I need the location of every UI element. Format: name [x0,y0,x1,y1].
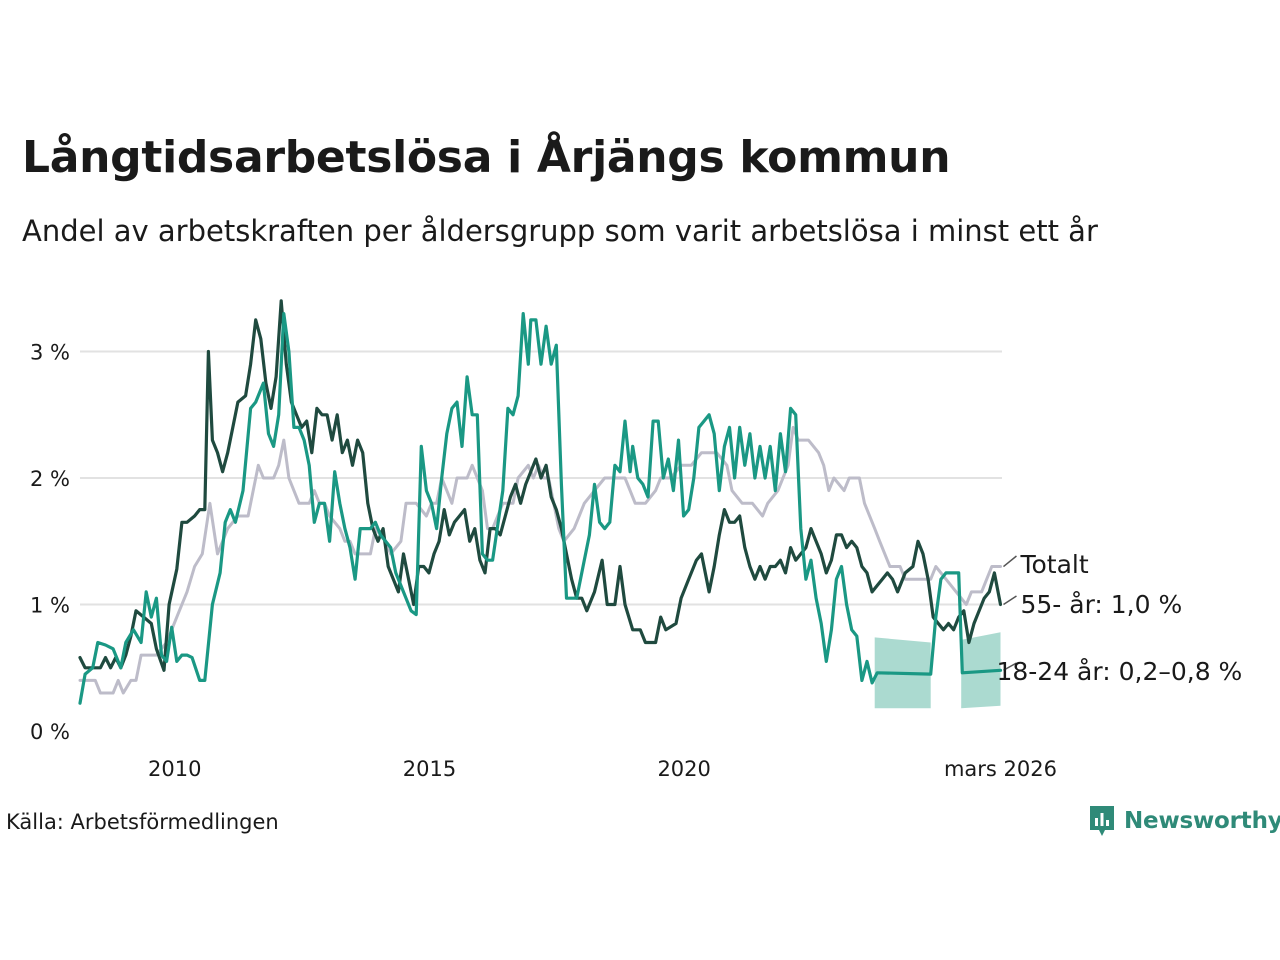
y-tick-label: 3 % [30,341,70,365]
newsworthy-logo-icon [1090,806,1114,836]
y-tick-label: 0 % [30,720,70,744]
x-tick-label: 2010 [148,757,201,781]
chart-subtitle: Andel av arbetskraften per åldersgrupp s… [22,214,1098,248]
end-labels: Totalt 55- år: 1,0 % 18-24 år: 0,2–0,8 % [996,550,1242,686]
series-line-totalt [78,425,1002,695]
x-axis-labels: 2010 2015 2020 mars 2026 [148,757,1057,781]
chart-title: Långtidsarbetslösa i Årjängs kommun [22,132,951,183]
label-leader [1002,555,1017,568]
series-lines [78,299,1003,705]
label-leader [1003,595,1017,606]
x-tick-label: 2020 [657,757,710,781]
y-tick-label: 1 % [30,594,70,618]
brand-name: Newsworthy [1124,808,1280,834]
end-label-55-r: 55- år: 1,0 % [1020,590,1182,619]
series-line-55-r [78,299,1003,672]
end-label-totalt: Totalt [1019,550,1088,579]
brand-logo[interactable]: Newsworthy [1088,804,1280,838]
source-note: Källa: Arbetsförmedlingen [6,810,279,834]
y-axis-labels: 0 % 1 % 2 % 3 % [30,341,70,745]
label-leader [1003,662,1017,671]
y-tick-label: 2 % [30,467,70,491]
series-line-18-24-r [78,312,1003,705]
x-tick-label: mars 2026 [944,757,1057,781]
end-label-18-24-r: 18-24 år: 0,2–0,8 % [996,657,1242,686]
x-tick-label: 2015 [403,757,456,781]
line-chart: 0 % 1 % 2 % 3 % 2010 2015 2020 mars 2026 Total… [30,299,1242,781]
